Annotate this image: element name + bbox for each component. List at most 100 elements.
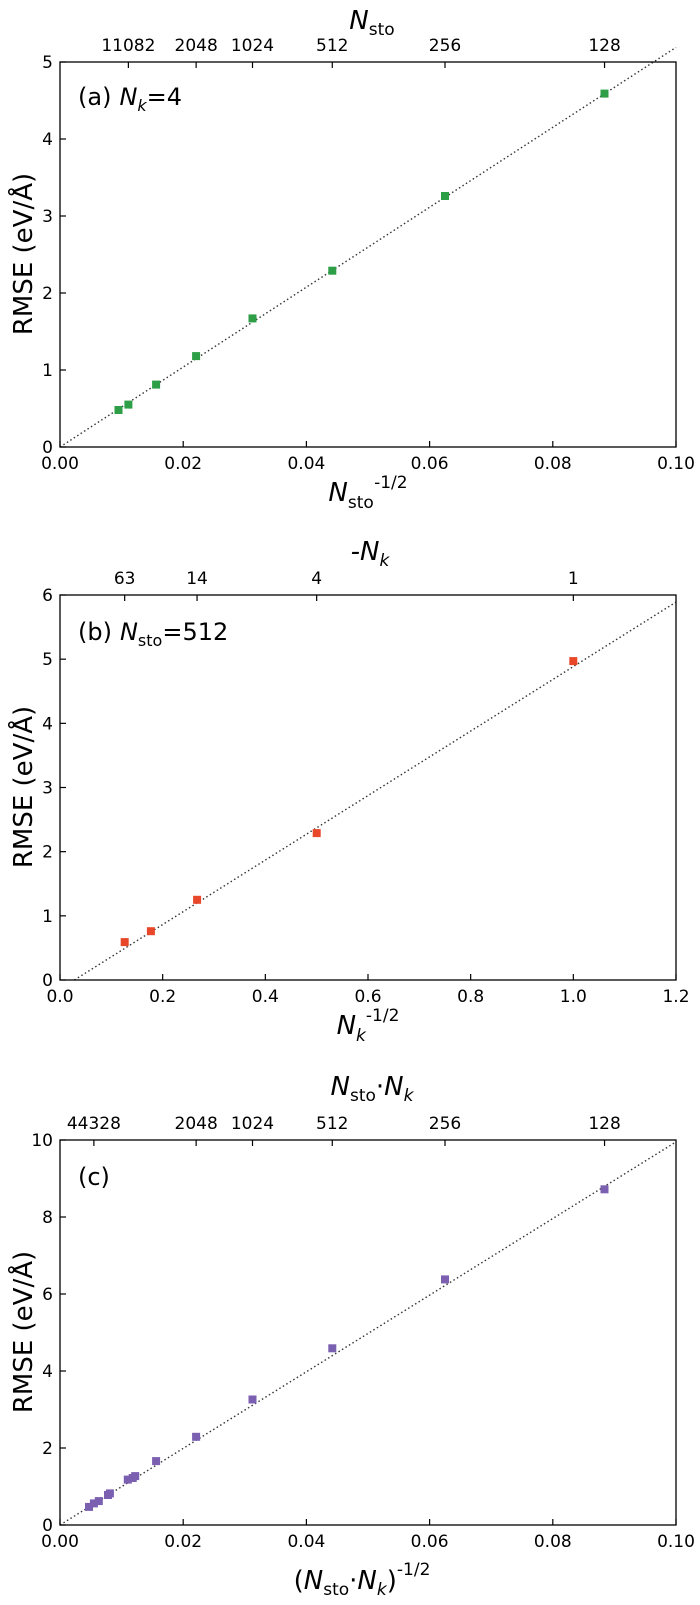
panel-a-y-tick-label: 5	[42, 53, 53, 73]
panel-a-top-tick-label: 512	[316, 36, 348, 56]
panel-c-frame	[59, 1139, 677, 1526]
panel-b-x-tick-label: 1.0	[560, 987, 587, 1007]
panel-c-data-point	[441, 1275, 449, 1284]
panel-c-xlabel-main: N	[304, 1566, 323, 1596]
panel-c-y-tick-label: 4	[42, 1362, 53, 1382]
panel-b-points	[120, 657, 578, 947]
panel-b-frame	[59, 594, 677, 981]
panel-c-xlabel-main2: N	[357, 1566, 376, 1596]
panel-c-top-title-dot: ·	[376, 1072, 384, 1102]
panel-c-y-tick-label: 8	[42, 1208, 53, 1228]
panel-c-axis-ticks: 0.00 0.02 0.04 0.06 0.08 0.10 0 2 4 6 8 10	[31, 1131, 695, 1552]
panel-c-data-point	[131, 1472, 140, 1481]
panel-c-y-axis-title: RMSE (eV/Å)	[7, 1251, 39, 1413]
panel-a-top-title-sub: sto	[369, 20, 395, 40]
panel-b-xlabel-sub: k	[356, 1026, 367, 1046]
panel-b-x-tick-label: 0.8	[457, 987, 484, 1007]
panel-b-xlabel-main: N	[337, 1011, 356, 1041]
panel-c-x-tick-label: 0.04	[287, 1532, 325, 1552]
panel-c-top-title-sub2: k	[404, 1086, 415, 1106]
panel-c-data-point	[85, 1502, 93, 1511]
panel-b-data-point	[146, 927, 155, 936]
panel-a-x-axis-title: Nsto-1/2	[328, 473, 407, 513]
panel-c-top-tick-label: 128	[588, 1114, 620, 1134]
panel-a-y-tick-label: 4	[42, 130, 53, 150]
panel-c-y-tick-label: 0	[42, 1516, 53, 1536]
panel-a-xlabel-sup: -1/2	[374, 473, 408, 493]
panel-c-xlabel-sub: sto	[323, 1580, 349, 1600]
panel-a-xlabel-sub: sto	[348, 493, 374, 513]
panel-c-data-point	[192, 1432, 201, 1441]
panel-a-data-point	[600, 89, 609, 98]
panel-a-var-main: N	[119, 83, 137, 111]
panel-b-x-tick-label: 0.0	[46, 987, 73, 1007]
panel-b-top-ticks: 63 14 4 1	[114, 569, 579, 601]
panel-b-y-axis-title: RMSE (eV/Å)	[7, 706, 39, 868]
panel-b-top-title-sub: k	[379, 551, 390, 571]
panel-a-xlabel-main: N	[328, 478, 347, 508]
panel-c-x-tick-label: 0.06	[411, 1532, 449, 1552]
panel-a-label: (a) Nk=4	[78, 83, 182, 115]
panel-b-y-tick-label: 5	[42, 650, 53, 670]
panel-c-x-tick-label: 0.00	[41, 1532, 79, 1552]
panel-b-top-tick-label: 1	[568, 569, 579, 589]
panel-b-data-point	[120, 938, 129, 947]
panel-c-label: (c)	[78, 1163, 110, 1191]
panel-b-fit-line	[74, 601, 677, 981]
panel-a-letter: (a)	[78, 83, 111, 111]
panel-a-value: =4	[147, 83, 182, 111]
panel-c-top-tick-label: 256	[429, 1114, 461, 1134]
panel-b-top-tick-label: 4	[311, 569, 322, 589]
panel-c-top-axis-title: Nsto·Nk	[331, 1072, 415, 1106]
panel-c-top-title-sub: sto	[350, 1086, 376, 1106]
panel-a-y-tick-label: 3	[42, 207, 53, 227]
panel-b-letter: (b)	[78, 618, 112, 646]
panel-c-top-tick-label: 1024	[231, 1114, 274, 1134]
panel-a-data-point	[114, 406, 123, 414]
panel-a-y-tick-label: 0	[42, 438, 53, 458]
panel-b-axis-ticks: 0.0 0.2 0.4 0.6 0.8 1.0 1.2 0 1 2 3 4 5 6	[42, 586, 689, 1007]
panel-a-top-tick-label: 1024	[231, 36, 274, 56]
panel-b-data-point	[312, 829, 321, 838]
panel-a-top-axis-title: Nsto	[349, 6, 394, 40]
panel-b-y-tick-label: 1	[42, 907, 53, 927]
panel-c-y-tick-label: 10	[31, 1131, 53, 1151]
panel-a-points	[114, 89, 609, 414]
panel-a: Nsto 11082 2048 1024 512 256 128 0.00 0.02 0.04…	[7, 6, 695, 513]
panel-c-x-axis-title: (Nsto·Nk)-1/2	[294, 1560, 431, 1600]
panel-c-y-tick-label: 6	[42, 1285, 53, 1305]
panel-b-top-title-main: -N	[351, 537, 380, 567]
panel-b-y-tick-label: 2	[42, 843, 53, 863]
panel-c-top-tick-label: 512	[316, 1114, 348, 1134]
panel-b-var-main: N	[120, 618, 138, 646]
panel-a-x-tick-label: 0.00	[41, 454, 79, 474]
panel-b-var-sub: sto	[138, 631, 162, 650]
panel-a-top-ticks: 11082 2048 1024 512 256 128	[101, 36, 621, 68]
panel-c-top-tick-label: 44328	[67, 1114, 121, 1134]
panel-a-x-tick-label: 0.08	[534, 454, 572, 474]
panel-c-data-point	[123, 1475, 132, 1484]
panel-c-data-point	[248, 1395, 257, 1404]
panel-c-xlabel-sub2: k	[377, 1580, 388, 1600]
panel-c-xlabel-sup: -1/2	[397, 1560, 431, 1580]
panel-a-x-tick-label: 0.04	[287, 454, 325, 474]
panel-c-x-tick-label: 0.08	[534, 1532, 572, 1552]
panel-a-data-point	[124, 400, 133, 409]
panel-a-top-title-main: N	[349, 6, 368, 36]
panel-c-xlabel-open: (	[294, 1566, 304, 1596]
panel-a-data-point	[441, 192, 449, 200]
panel-c-data-point	[94, 1497, 103, 1506]
panel-c-xlabel-close: )	[387, 1566, 397, 1596]
panel-c-data-point	[89, 1499, 98, 1508]
panel-b-x-tick-label: 0.2	[149, 987, 176, 1007]
panel-c-x-tick-label: 0.10	[657, 1532, 695, 1552]
panel-a-y-tick-label: 1	[42, 361, 53, 381]
panel-a-x-tick-label: 0.02	[164, 454, 202, 474]
panel-a-x-tick-label: 0.10	[657, 454, 695, 474]
panel-a-frame	[59, 61, 677, 448]
panel-b-x-tick-label: 1.2	[662, 987, 689, 1007]
panel-c-points	[85, 1185, 609, 1511]
panel-b-x-tick-label: 0.6	[354, 987, 381, 1007]
panel-b-top-axis-title: -Nk	[351, 537, 391, 571]
